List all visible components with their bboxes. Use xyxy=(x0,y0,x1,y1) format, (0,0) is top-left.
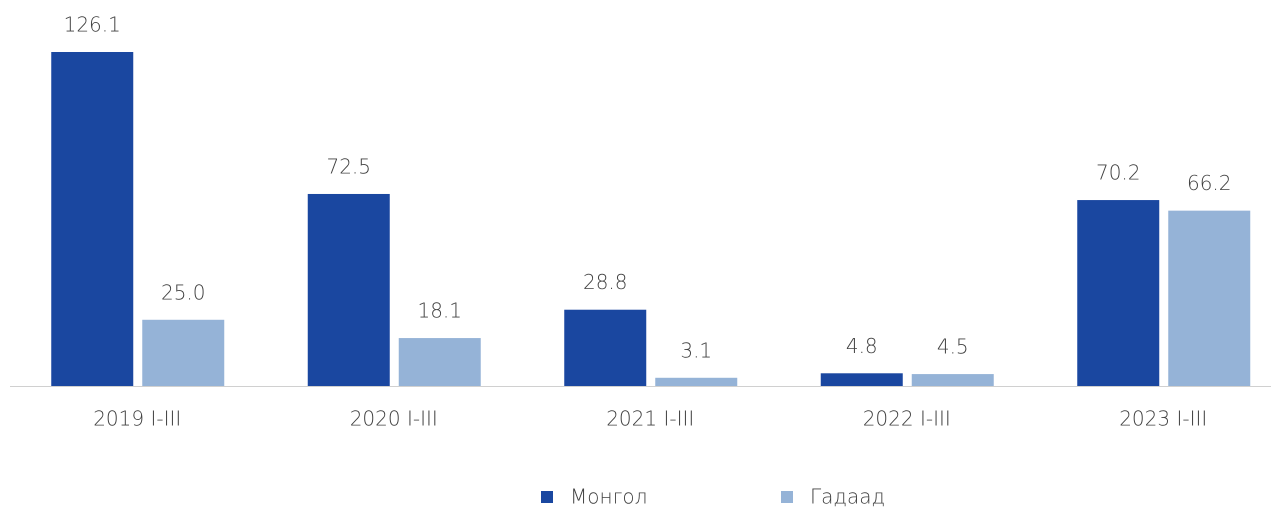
data-label: 72.5 xyxy=(326,154,371,178)
legend-label: Монгол xyxy=(570,485,647,508)
data-label: 25.0 xyxy=(161,280,206,304)
data-label: 4.8 xyxy=(846,334,878,358)
x-tick-label: 2019 I-III xyxy=(93,407,181,431)
bar xyxy=(142,319,225,386)
legend-label: Гадаад xyxy=(810,485,885,508)
data-label: 4.5 xyxy=(937,335,969,359)
data-label: 3.1 xyxy=(680,338,712,362)
bar xyxy=(398,338,481,386)
legend-swatch xyxy=(781,491,793,503)
bar xyxy=(911,374,994,386)
x-tick-label: 2023 I-III xyxy=(1119,407,1207,431)
bar xyxy=(564,309,647,386)
data-label: 28.8 xyxy=(583,270,628,294)
data-label: 126.1 xyxy=(64,13,121,37)
data-label: 18.1 xyxy=(417,299,462,323)
bar xyxy=(51,52,134,386)
bar xyxy=(1168,210,1251,386)
bar xyxy=(307,193,390,386)
x-tick-label: 2020 I-III xyxy=(350,407,438,431)
data-label: 66.2 xyxy=(1187,171,1232,195)
bar xyxy=(655,377,738,386)
bar xyxy=(1077,200,1160,386)
bar xyxy=(820,373,903,386)
x-tick-label: 2022 I-III xyxy=(863,407,951,431)
legend-swatch xyxy=(541,491,553,503)
x-tick-label: 2021 I-III xyxy=(606,407,694,431)
data-label: 70.2 xyxy=(1096,161,1141,185)
